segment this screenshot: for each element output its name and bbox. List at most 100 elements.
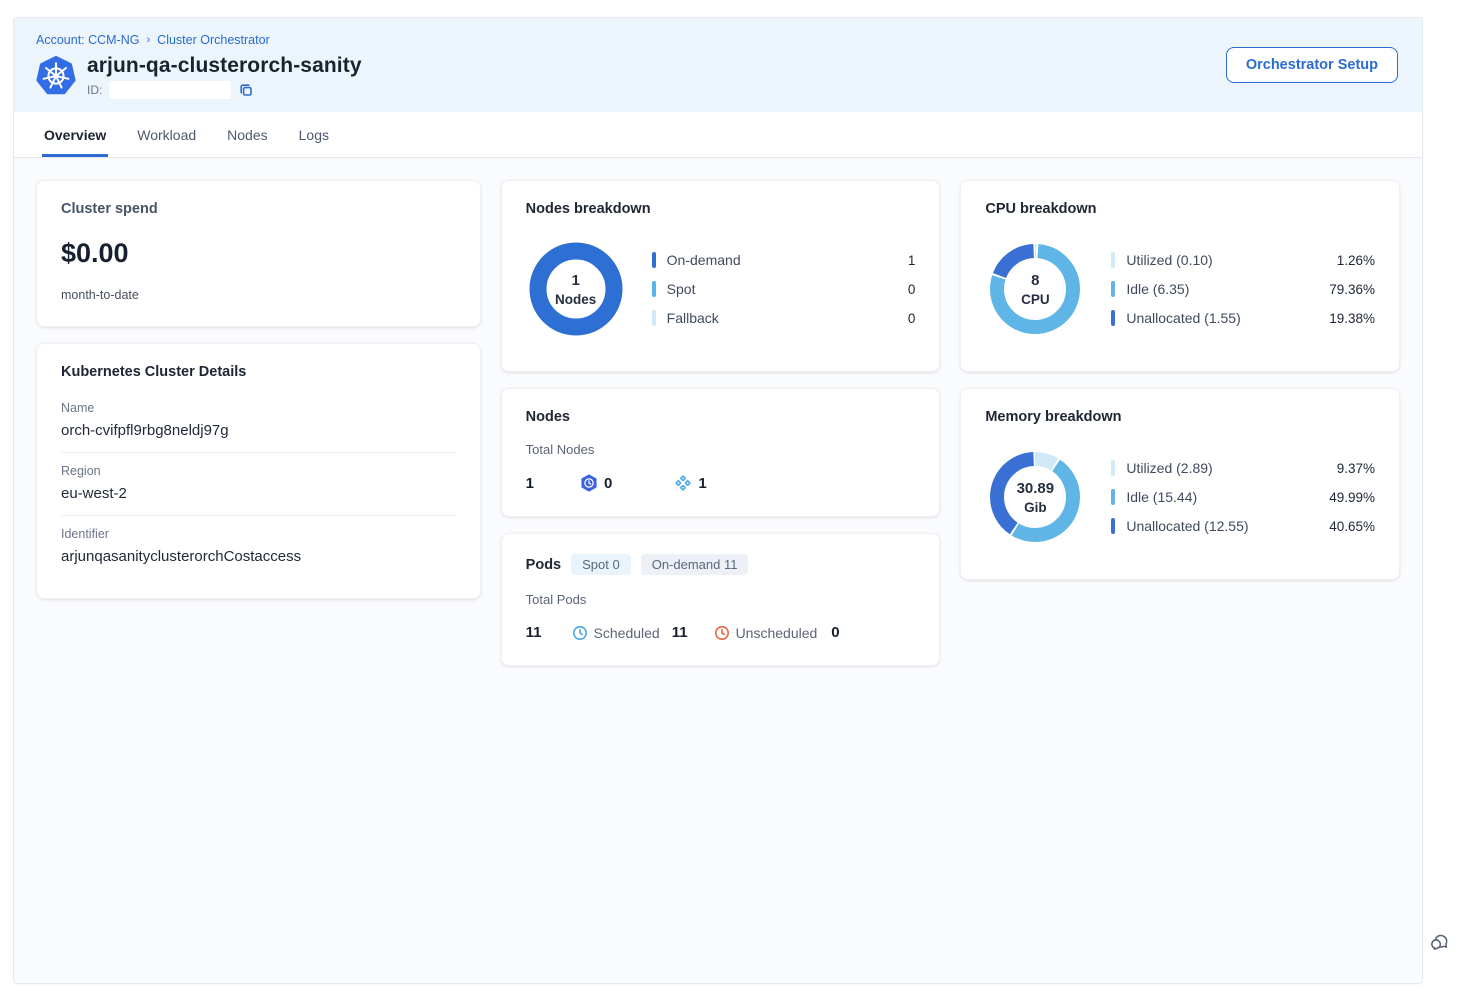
legend-item-on-demand: On-demand 1: [651, 252, 915, 268]
cluster-orchestrator-panel: Account: CCM-NG › Cluster Orchestrator: [14, 18, 1422, 983]
scheduled-count: 11: [671, 624, 688, 641]
field-label: Identifier: [61, 527, 109, 541]
detail-field-region: Region eu-west-2: [61, 452, 456, 515]
cluster-spend-amount: $0.00: [61, 238, 129, 268]
nodes-breakdown-title: Nodes breakdown: [525, 201, 651, 217]
unscheduled-label: Unscheduled: [735, 624, 818, 641]
copy-icon[interactable]: [238, 82, 254, 98]
legend-item-idle: Idle (6.35) 79.36%: [1111, 281, 1375, 297]
legend-item-fallback: Fallback 0: [651, 310, 915, 326]
breadcrumb-cluster-orchestrator[interactable]: Cluster Orchestrator: [157, 33, 270, 47]
legend-item-utilized: Utilized (0.10) 1.26%: [1111, 252, 1375, 268]
pods-card: Pods Spot 0 On-demand 11 Total Pods 11: [500, 533, 941, 666]
breadcrumb-separator-icon: ›: [146, 34, 151, 46]
tab-bar: Overview Workload Nodes Logs: [14, 112, 1422, 158]
page-title: arjun-qa-clusterorch-sanity: [87, 54, 362, 77]
cluster-spend-card: Cluster spend $0.00 month-to-date: [36, 180, 481, 327]
legend-swatch: [1111, 460, 1116, 476]
on-demand-node-icon: [674, 474, 692, 492]
pods-title: Pods: [525, 556, 562, 573]
chat-help-icon[interactable]: [1428, 932, 1450, 954]
legend-swatch: [651, 281, 656, 297]
field-value: arjunqasanityclusterorchCostaccess: [61, 548, 302, 565]
legend-swatch: [651, 310, 656, 326]
spot-nodes-count: 0: [604, 474, 613, 492]
spot-pods-chip: Spot 0: [571, 554, 631, 575]
id-label: ID:: [87, 83, 103, 97]
legend-swatch: [651, 252, 656, 268]
title-block: arjun-qa-clusterorch-sanity ID:: [87, 54, 362, 99]
unscheduled-pods-stat: Unscheduled 0: [714, 624, 840, 641]
legend-item-utilized: Utilized (2.89) 9.37%: [1111, 460, 1375, 476]
nodes-title: Nodes: [525, 409, 570, 425]
cluster-spend-period: month-to-date: [61, 288, 139, 302]
legend-swatch: [1111, 310, 1116, 326]
scheduled-label: Scheduled: [593, 624, 660, 641]
cpu-breakdown-card: CPU breakdown 8 CPU Utili: [960, 180, 1401, 372]
title-row: arjun-qa-clusterorch-sanity ID:: [36, 54, 1396, 99]
tab-workload[interactable]: Workload: [137, 127, 197, 143]
memory-breakdown-title: Memory breakdown: [985, 409, 1122, 425]
kubernetes-cluster-details-card: Kubernetes Cluster Details Name orch-cvi…: [36, 343, 481, 599]
legend-item-unallocated: Unallocated (12.55) 40.65%: [1111, 518, 1375, 534]
pods-title-row: Pods Spot 0 On-demand 11: [526, 554, 916, 575]
legend-item-idle: Idle (15.44) 49.99%: [1111, 489, 1375, 505]
legend-item-unallocated: Unallocated (1.55) 19.38%: [1111, 310, 1375, 326]
cluster-details-fields: Name orch-cvifpfl9rbg8neldj97g Region eu…: [61, 390, 456, 578]
kubernetes-icon: [36, 56, 76, 96]
cluster-spend-title: Cluster spend: [61, 201, 158, 217]
total-nodes-label: Total Nodes: [525, 442, 595, 457]
nodes-stats-row: 1 0: [526, 474, 916, 492]
field-label: Region: [61, 464, 101, 478]
legend-swatch: [1111, 281, 1116, 297]
legend-swatch: [1111, 252, 1116, 268]
cluster-id-value: [109, 81, 232, 99]
unscheduled-clock-icon: [714, 625, 730, 641]
nodes-donut-chart: 1 Nodes: [526, 239, 626, 339]
spot-node-icon: [580, 474, 598, 492]
nodes-breakdown-body: 1 Nodes On-demand 1: [526, 239, 915, 339]
right-column: CPU breakdown 8 CPU Utili: [960, 180, 1401, 580]
on-demand-pods-chip: On-demand 11: [640, 554, 749, 575]
pods-stats-row: 11 Scheduled 11: [526, 624, 916, 641]
tab-nodes[interactable]: Nodes: [227, 127, 268, 143]
donut-center-label: 30.89 Gib: [1016, 479, 1055, 515]
donut-center-label: 8 CPU: [1021, 271, 1050, 307]
unscheduled-count: 0: [831, 624, 840, 641]
cpu-breakdown-title: CPU breakdown: [985, 201, 1097, 217]
total-pods-label: Total Pods: [525, 592, 587, 607]
legend-swatch: [1111, 518, 1116, 534]
detail-field-identifier: Identifier arjunqasanityclusterorchCosta…: [61, 515, 456, 578]
spot-nodes-stat: 0: [580, 474, 612, 492]
cpu-breakdown-legend: Utilized (0.10) 1.26% Idle (6.35) 79.36%…: [1111, 252, 1375, 326]
cluster-details-title: Kubernetes Cluster Details: [61, 364, 247, 380]
memory-breakdown-card: Memory breakdown 30.89 Gib: [960, 388, 1401, 580]
tab-logs[interactable]: Logs: [298, 127, 329, 143]
memory-donut-chart: 30.89 Gib: [985, 447, 1085, 547]
detail-field-name: Name orch-cvifpfl9rbg8neldj97g: [61, 390, 456, 452]
field-value: orch-cvifpfl9rbg8neldj97g: [61, 422, 229, 439]
nodes-breakdown-card: Nodes breakdown 1 Nodes O: [500, 180, 941, 372]
cluster-id-row: ID:: [87, 81, 362, 99]
cpu-breakdown-body: 8 CPU Utilized (0.10) 1.26%: [985, 239, 1375, 339]
scheduled-pods-stat: Scheduled 11: [572, 624, 688, 641]
memory-breakdown-body: 30.89 Gib Utilized (2.89) 9.37%: [985, 447, 1375, 547]
total-nodes-value: 1: [525, 474, 535, 492]
page-header: Account: CCM-NG › Cluster Orchestrator: [14, 18, 1422, 112]
tab-overview[interactable]: Overview: [42, 112, 109, 157]
orchestrator-setup-button[interactable]: Orchestrator Setup: [1225, 47, 1398, 83]
legend-swatch: [1111, 489, 1116, 505]
on-demand-nodes-count: 1: [698, 474, 707, 492]
field-value: eu-west-2: [61, 485, 127, 502]
donut-center-label: 1 Nodes: [555, 271, 597, 307]
nodes-breakdown-legend: On-demand 1 Spot 0 Fallback: [651, 252, 915, 326]
overview-content: Cluster spend $0.00 month-to-date Kubern…: [14, 158, 1422, 983]
field-label: Name: [61, 401, 95, 415]
breadcrumb: Account: CCM-NG › Cluster Orchestrator: [36, 33, 1396, 47]
memory-breakdown-legend: Utilized (2.89) 9.37% Idle (15.44) 49.99…: [1111, 460, 1375, 534]
legend-item-spot: Spot 0: [651, 281, 915, 297]
nodes-card: Nodes Total Nodes 1: [500, 388, 941, 517]
breadcrumb-account[interactable]: Account: CCM-NG: [36, 33, 140, 47]
on-demand-nodes-stat: 1: [674, 474, 707, 492]
